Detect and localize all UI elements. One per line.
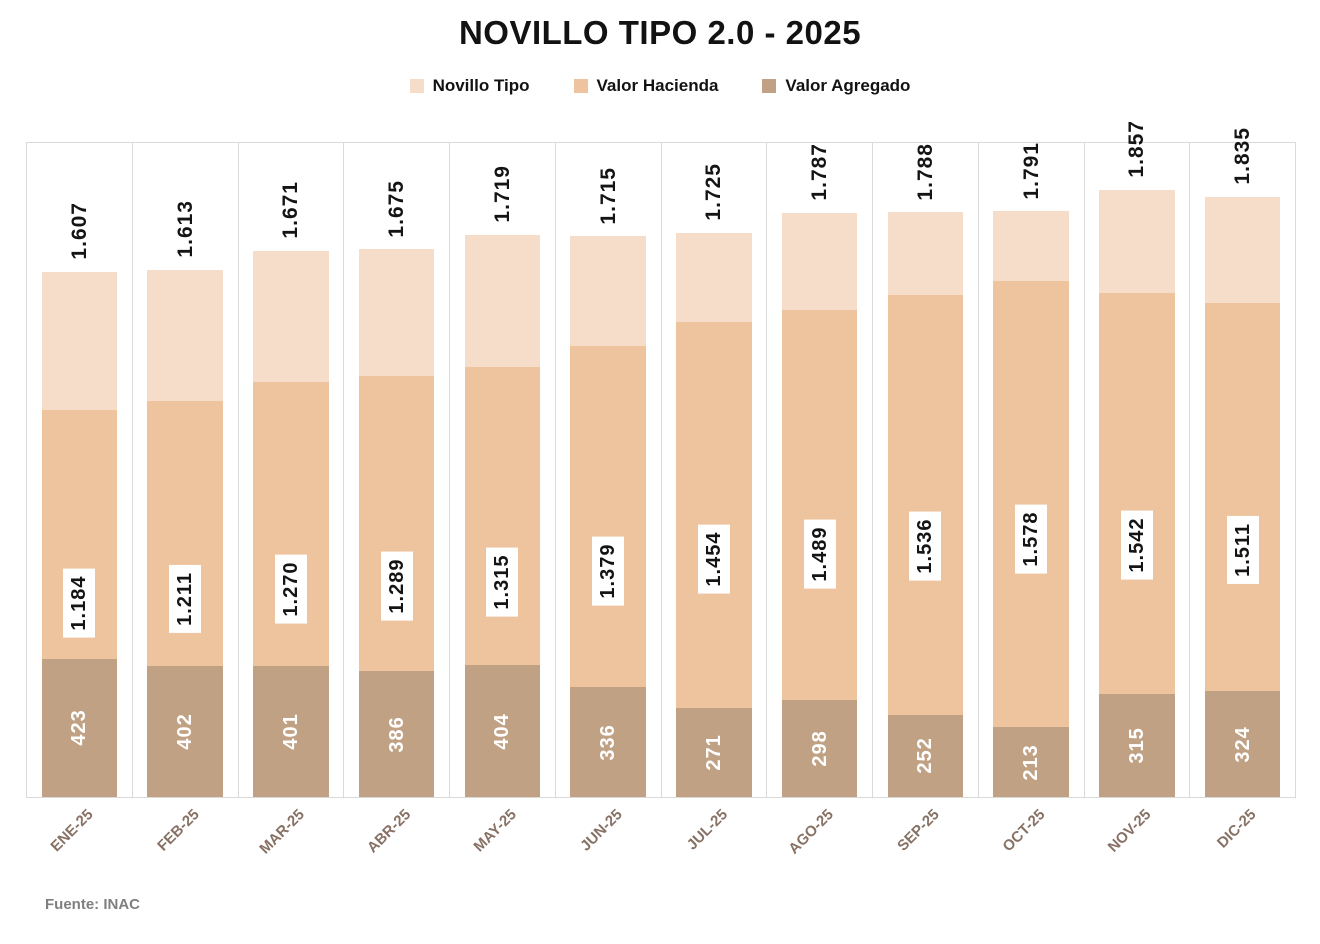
legend-label-valor-hacienda: Valor Hacienda (596, 76, 719, 95)
category-cell: 1.788 1.536 252 SEP-25 (872, 143, 978, 855)
legend-item-valor-hacienda: Valor Hacienda (573, 76, 719, 96)
x-tick-label: FEB-25 (153, 806, 203, 855)
category-cell: 1.715 1.379 336 JUN-25 (554, 143, 661, 855)
segment-valor-agregado (41, 658, 118, 797)
category-cell: 1.835 1.511 324 DIC-25 (1189, 127, 1295, 852)
segment-valor-agregado (464, 664, 541, 797)
novillo-tipo-value-text: 1.671 (279, 181, 303, 239)
legend-swatch-valor-agregado-icon (762, 79, 777, 93)
segment-valor-agregado (358, 670, 435, 797)
legend: Novillo Tipo Valor Hacienda Valor Agrega… (0, 76, 1320, 96)
segment-valor-agregado (887, 714, 964, 797)
novillo-tipo-value-label: 1.725 (662, 163, 767, 221)
novillo-tipo-value-label: 1.857 (1085, 120, 1190, 178)
novillo-tipo-value-text: 1.791 (1019, 141, 1043, 200)
legend-label-valor-agregado: Valor Agregado (785, 76, 911, 95)
segment-valor-agregado (993, 727, 1069, 797)
segment-valor-agregado (1204, 691, 1281, 797)
novillo-tipo-value-text: 1.835 (1231, 127, 1255, 185)
x-tick-label: SEP-25 (894, 806, 943, 855)
x-tick-label: JUN-25 (576, 806, 626, 855)
source-note: Fuente: INAC (45, 896, 140, 913)
novillo-tipo-value-text: 1.613 (173, 200, 197, 258)
x-tick-label: ENE-25 (47, 806, 97, 856)
novillo-tipo-value-label: 1.787 (767, 143, 872, 201)
category-cell: 1.725 1.454 271 JUL-25 (660, 143, 767, 853)
category-cell: 1.613 1.211 402 FEB-25 (131, 143, 238, 855)
x-tick-label: OCT-25 (999, 806, 1049, 856)
category-cell: 1.787 1.489 298 AGO-25 (766, 143, 872, 858)
legend-label-novillo-tipo: Novillo Tipo (432, 76, 530, 95)
novillo-tipo-value-text: 1.675 (385, 179, 409, 238)
legend-item-valor-agregado: Valor Agregado (762, 76, 910, 96)
segment-valor-agregado (1099, 694, 1175, 797)
x-tick-label: AGO-25 (785, 806, 837, 858)
novillo-tipo-value-text: 1.857 (1125, 120, 1149, 178)
chart-title: NOVILLO TIPO 2.0 - 2025 (458, 14, 862, 51)
novillo-tipo-value-label: 1.607 (27, 202, 132, 260)
category-cell: 1.675 1.289 386 ABR-25 (343, 143, 449, 856)
novillo-tipo-value-text: 1.715 (596, 166, 620, 225)
segment-valor-agregado (147, 665, 223, 797)
segment-valor-agregado (676, 708, 752, 797)
category-cell: 1.671 1.270 401 MAR-25 (237, 143, 344, 858)
legend-swatch-valor-hacienda-icon (573, 79, 588, 93)
novillo-tipo-value-text: 1.788 (913, 142, 937, 201)
x-tick-label: JUL-25 (683, 806, 732, 854)
x-tick-label: MAY-25 (470, 806, 520, 856)
category-cell: 1.719 1.315 404 MAY-25 (449, 143, 555, 855)
novillo-tipo-value-text: 1.725 (702, 163, 726, 221)
category-cell: 1.791 1.578 213 OCT-25 (977, 142, 1084, 855)
novillo-tipo-value-label: 1.719 (450, 165, 555, 223)
novillo-tipo-value-text: 1.719 (490, 165, 514, 223)
plot-area: 1.607 1.184 423 ENE-25 1.613 1.211 402 FEB-25 1.… (26, 120, 1296, 858)
novillo-tipo-value-label: 1.671 (239, 181, 344, 239)
novillo-tipo-value-label: 1.675 (344, 180, 449, 238)
legend-swatch-novillo-tipo-icon (409, 79, 424, 93)
x-tick-label: ABR-25 (363, 806, 414, 857)
novillo-tipo-value-label: 1.791 (979, 142, 1084, 200)
novillo-tipo-value-label: 1.613 (133, 200, 238, 258)
x-tick-label: NOV-25 (1104, 806, 1155, 856)
x-tick-label: DIC-25 (1214, 806, 1260, 852)
novillo-tipo-value-label: 1.788 (873, 143, 978, 201)
legend-item-novillo-tipo: Novillo Tipo (409, 76, 530, 96)
novillo-tipo-value-label: 1.715 (556, 167, 661, 225)
novillo-tipo-value-text: 1.787 (808, 143, 832, 201)
segment-valor-agregado (781, 699, 858, 797)
novillo-tipo-value-text: 1.607 (67, 201, 91, 260)
category-cell: 1.607 1.184 423 ENE-25 (27, 143, 132, 855)
segment-valor-agregado (253, 665, 329, 797)
segment-valor-agregado (570, 687, 646, 797)
x-tick-label: MAR-25 (256, 806, 309, 858)
novillo-tipo-value-label: 1.835 (1190, 127, 1295, 185)
category-cell: 1.857 1.542 315 NOV-25 (1083, 120, 1190, 856)
segment-valor-hacienda (993, 281, 1069, 797)
